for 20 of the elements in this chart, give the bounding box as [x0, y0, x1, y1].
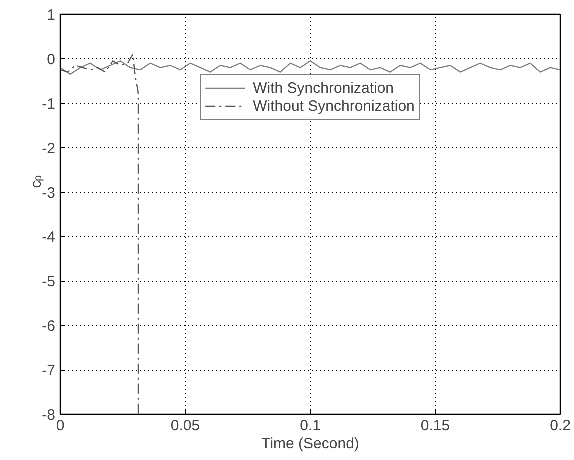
y-tick-label: -7 — [42, 362, 56, 380]
y-tick-label: -1 — [42, 96, 56, 113]
line-series — [60, 54, 140, 414]
y-tick-label: -6 — [42, 318, 56, 336]
y-tick-label: -8 — [42, 407, 56, 424]
y-tick-label: -4 — [42, 229, 56, 246]
legend-label: Without Synchronization — [253, 97, 415, 115]
y-axis-title: cp — [28, 175, 45, 188]
y-tick-label: -2 — [42, 140, 56, 158]
legend-label: With Synchronization — [253, 79, 394, 97]
x-tick-label: 0.1 — [300, 418, 321, 434]
x-tick-label: 0.05 — [170, 418, 200, 434]
x-axis-title: Time (Second) — [262, 436, 360, 452]
y-tick-label: -5 — [42, 274, 56, 291]
x-tick-label: 0.15 — [420, 418, 450, 434]
line-series — [60, 60, 560, 76]
y-tick-label: 1 — [47, 7, 56, 24]
x-tick-label: 0.2 — [550, 418, 571, 434]
y-tick-label: -3 — [42, 184, 56, 202]
y-tick-label: 0 — [47, 51, 56, 68]
